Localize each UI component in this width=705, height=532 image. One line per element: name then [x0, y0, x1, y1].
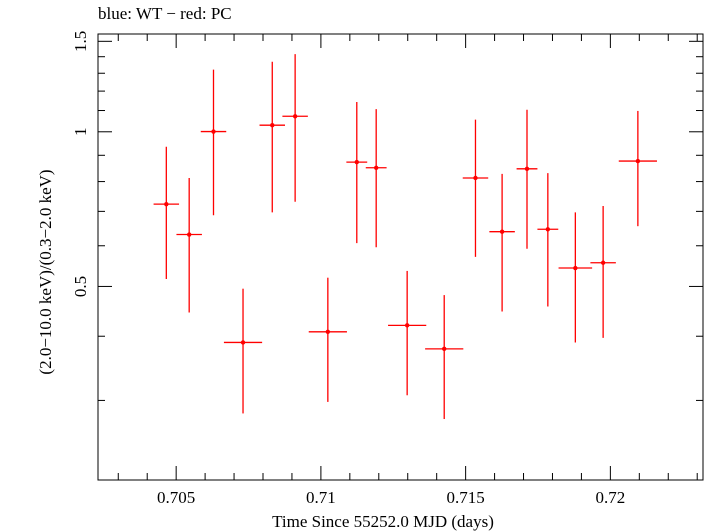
data-point	[618, 110, 657, 227]
y-tick-label: 0.5	[71, 276, 90, 297]
tick-labels: 0.705 0.71 0.715 0.72 0.5 1 1.5	[71, 31, 625, 507]
data-marker	[600, 260, 606, 265]
data-point	[462, 119, 489, 257]
data-point	[590, 206, 616, 338]
plot-frame	[97, 33, 704, 481]
x-tick-label: 0.715	[447, 488, 485, 507]
data-marker	[473, 175, 478, 181]
data-point	[489, 173, 515, 312]
data-point	[516, 109, 538, 249]
y-tick-label: 1.5	[71, 31, 90, 52]
data-marker	[240, 340, 246, 345]
data-marker	[499, 229, 505, 234]
y-axis-label: (2.0−10.0 keV)/(0.3−2.0 keV)	[36, 169, 55, 374]
x-tick-label: 0.71	[306, 488, 336, 507]
data-marker	[354, 159, 359, 165]
data-marker	[524, 166, 530, 172]
data-marker	[573, 265, 578, 271]
data-marker	[635, 158, 641, 164]
data-marker	[164, 201, 169, 207]
data-point	[176, 177, 202, 313]
data-point	[537, 173, 559, 307]
data-point	[259, 61, 285, 213]
axis-ticks	[98, 34, 703, 480]
data-marker	[292, 114, 298, 119]
data-point	[365, 109, 387, 248]
data-point	[388, 270, 427, 396]
data-point	[346, 101, 368, 244]
data-points	[153, 54, 657, 420]
x-tick-label: 0.705	[157, 488, 195, 507]
data-point	[153, 146, 180, 279]
x-tick-label: 0.72	[595, 488, 625, 507]
data-point	[282, 54, 308, 202]
data-marker	[404, 323, 410, 328]
chart-title: blue: WT − red: PC	[98, 4, 232, 23]
data-marker	[545, 227, 551, 232]
data-point	[558, 212, 593, 343]
data-marker	[211, 129, 216, 134]
data-marker	[442, 346, 447, 352]
data-point	[200, 69, 227, 216]
data-marker	[325, 329, 331, 335]
data-marker	[186, 232, 192, 237]
x-axis-label: Time Since 55252.0 MJD (days)	[272, 512, 494, 531]
data-marker	[270, 122, 275, 128]
y-tick-label: 1	[71, 128, 90, 137]
data-point	[223, 288, 263, 414]
data-point	[425, 295, 464, 420]
data-point	[308, 277, 347, 402]
data-marker	[373, 165, 379, 170]
